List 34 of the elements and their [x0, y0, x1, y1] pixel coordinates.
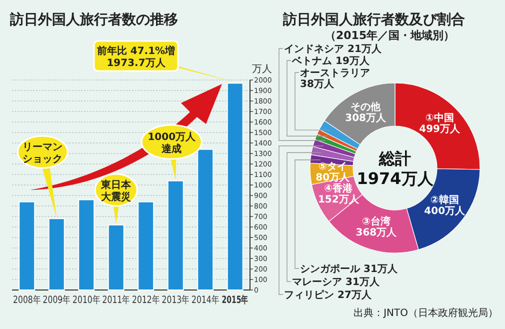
- x-tick-label: 2009年: [42, 294, 70, 306]
- x-tick-label: 2012年: [132, 294, 160, 306]
- y-axis-title: 万人: [252, 64, 272, 75]
- annotation: 1000万人達成: [148, 131, 197, 155]
- chart-title: 訪日外国人旅行者数及び割合: [282, 11, 465, 28]
- slice-label: ①中国: [425, 112, 454, 124]
- slice-label: ③台湾: [362, 216, 392, 228]
- data-label: 368万人: [356, 226, 398, 239]
- chart-title: 訪日外国人旅行者数の推移: [9, 11, 178, 28]
- slice-label: オーストラリア: [300, 68, 370, 79]
- slice-label: フィリピン 27万人: [284, 289, 372, 301]
- x-tick-label: 2010年: [72, 294, 100, 306]
- x-tick-label: 2014年: [192, 294, 220, 306]
- slice-label: その他: [350, 100, 382, 113]
- x-tick-label: 2008年: [13, 294, 41, 306]
- source-note: 出典：JNTO（日本政府観光局）: [354, 307, 498, 319]
- x-tick-label: 2011年: [102, 294, 130, 306]
- annotation: 東日本大震災: [100, 179, 132, 203]
- slice-label: ④香港: [324, 182, 354, 194]
- data-label: 400万人: [424, 205, 466, 218]
- data-label: 308万人: [345, 112, 388, 124]
- annotation: リーマンショック: [22, 142, 63, 165]
- chart-subtitle: （2015年／国・地域別）: [325, 29, 455, 42]
- slice-label: ②韓国: [430, 194, 459, 206]
- slice-label: マレーシア 31万人: [292, 276, 380, 288]
- text: 総計 1974万人: [356, 149, 434, 188]
- data-label: 499万人: [419, 123, 462, 136]
- slice-label: インドネシア 21万人: [284, 43, 382, 55]
- annotation: 前年比 47.1%増 1973.7万人: [96, 45, 176, 69]
- slice-label: シンガポール 31万人: [300, 263, 398, 275]
- x-tick-label: 2013年: [162, 294, 190, 306]
- data-label: 38万人: [300, 78, 335, 90]
- x-tick-label: 2015年: [222, 294, 249, 306]
- slice-label: ベトナム 19万人: [291, 55, 370, 67]
